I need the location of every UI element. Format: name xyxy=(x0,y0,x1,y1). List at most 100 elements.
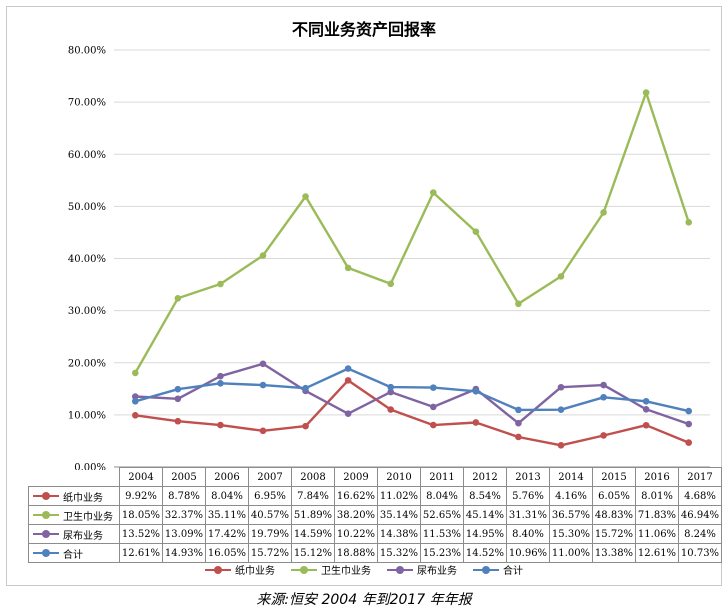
data-label: 8.01% xyxy=(635,486,679,506)
legend-swatch-icon xyxy=(473,565,499,575)
data-label: 10.73% xyxy=(678,543,722,563)
series-line-4 xyxy=(134,367,689,413)
data-label: 32.37% xyxy=(162,505,206,525)
series-name: 纸巾业务 xyxy=(63,492,103,504)
series-line-2 xyxy=(134,91,690,374)
data-label: 35.14% xyxy=(377,505,421,525)
x-tick-label: 2007 xyxy=(248,467,292,487)
x-tick-label: 2013 xyxy=(506,467,550,487)
table-row: 卫生巾业务 18.05% 32.37% 35.11% 40.57% 51.89% 38.20… xyxy=(28,505,722,525)
data-point xyxy=(685,420,693,428)
data-point xyxy=(217,421,224,429)
series-row-label: 纸巾业务 xyxy=(28,486,120,506)
y-tick-label: 40.00% xyxy=(68,254,106,265)
data-point xyxy=(344,264,352,272)
legend-label: 纸巾业务 xyxy=(235,566,275,577)
legend-label: 合计 xyxy=(503,566,523,577)
data-label: 12.61% xyxy=(119,543,163,563)
data-table: 2004 2005 2006 2007 2008 2009 2010 2011 2012 2013… xyxy=(28,467,722,563)
series-line-3 xyxy=(135,362,690,426)
y-tick-label: 20.00% xyxy=(68,358,106,369)
data-label: 46.94% xyxy=(678,505,722,525)
data-label: 11.02% xyxy=(377,486,421,506)
data-point xyxy=(387,388,395,396)
legend-swatch-icon xyxy=(33,548,59,558)
data-label: 11.53% xyxy=(420,524,464,544)
data-label: 17.42% xyxy=(205,524,249,544)
data-label: 15.23% xyxy=(420,543,464,563)
data-point xyxy=(557,383,565,391)
data-label: 18.88% xyxy=(334,543,378,563)
data-label: 10.22% xyxy=(334,524,378,544)
legend-item: 尿布业务 xyxy=(387,562,457,577)
legend-swatch-icon xyxy=(33,529,59,539)
data-point xyxy=(557,273,565,280)
table-corner xyxy=(28,467,120,487)
data-label: 51.89% xyxy=(291,505,335,525)
data-label: 5.76% xyxy=(506,486,550,506)
legend-swatch-icon xyxy=(205,565,231,575)
data-point xyxy=(557,406,565,413)
data-label: 35.11% xyxy=(205,505,249,525)
data-label: 15.72% xyxy=(592,524,636,544)
data-point xyxy=(302,384,309,392)
data-point xyxy=(429,403,437,411)
legend-item: 卫生巾业务 xyxy=(291,562,371,577)
data-point xyxy=(642,397,650,405)
x-tick-label: 2014 xyxy=(549,467,593,487)
data-point xyxy=(387,406,395,413)
y-tick-label: 0.00% xyxy=(74,463,106,471)
data-label: 31.31% xyxy=(506,505,550,525)
x-tick-label: 2006 xyxy=(205,467,249,487)
data-label: 16.62% xyxy=(334,486,378,506)
data-label: 8.24% xyxy=(678,524,722,544)
legend-swatch-icon xyxy=(33,510,59,520)
data-label: 4.16% xyxy=(549,486,593,506)
data-label: 11.00% xyxy=(549,543,593,563)
data-label: 40.57% xyxy=(248,505,292,525)
source-note: 来源:恒安 2004 年到2017 年年报 xyxy=(256,592,472,608)
data-point xyxy=(302,193,309,200)
series-name: 合计 xyxy=(63,549,83,561)
data-label: 38.20% xyxy=(334,505,378,525)
y-tick-label: 50.00% xyxy=(68,202,106,213)
x-tick-label: 2005 xyxy=(162,467,206,487)
data-point xyxy=(557,442,565,449)
data-label: 48.83% xyxy=(592,505,636,525)
data-point xyxy=(217,380,224,387)
data-label: 8.54% xyxy=(463,486,507,506)
series-name: 卫生巾业务 xyxy=(63,511,113,523)
x-tick-label: 2016 xyxy=(635,467,679,487)
x-tick-label: 2011 xyxy=(420,467,464,487)
data-label: 6.05% xyxy=(592,486,636,506)
data-point xyxy=(387,280,395,288)
x-tick-label: 2008 xyxy=(291,467,335,487)
y-tick-label: 60.00% xyxy=(68,150,106,161)
table-row: 尿布业务 13.52% 13.09% 17.42% 19.79% 14.59% 10.22%… xyxy=(28,524,722,544)
data-label: 11.06% xyxy=(635,524,679,544)
plot-area: 0.00% 10.00% 20.00% 30.00% 40.00% 50.00% 60.00… xyxy=(68,46,710,471)
data-point xyxy=(131,393,139,400)
data-point xyxy=(259,360,267,368)
data-point xyxy=(259,381,267,389)
data-label: 13.09% xyxy=(162,524,206,544)
legend-label: 尿布业务 xyxy=(417,566,457,577)
legend-item: 纸巾业务 xyxy=(205,562,275,577)
legend-item: 合计 xyxy=(473,562,523,577)
data-label: 4.68% xyxy=(678,486,722,506)
data-point xyxy=(174,294,182,302)
data-point xyxy=(642,406,650,413)
data-point xyxy=(600,381,607,389)
data-point xyxy=(344,377,352,384)
data-label: 15.72% xyxy=(248,543,292,563)
data-label: 8.40% xyxy=(506,524,550,544)
data-point xyxy=(515,419,522,427)
data-point xyxy=(302,422,309,430)
data-label: 8.04% xyxy=(420,486,464,506)
data-point xyxy=(344,410,352,418)
y-tick-label: 10.00% xyxy=(68,410,106,421)
data-label: 15.30% xyxy=(549,524,593,544)
x-tick-label: 2012 xyxy=(463,467,507,487)
chart-title: 不同业务资产回报率 xyxy=(291,20,436,39)
table-row: 合计 12.61% 14.93% 16.05% 15.72% 15.12% 18.88% 15… xyxy=(28,543,722,563)
